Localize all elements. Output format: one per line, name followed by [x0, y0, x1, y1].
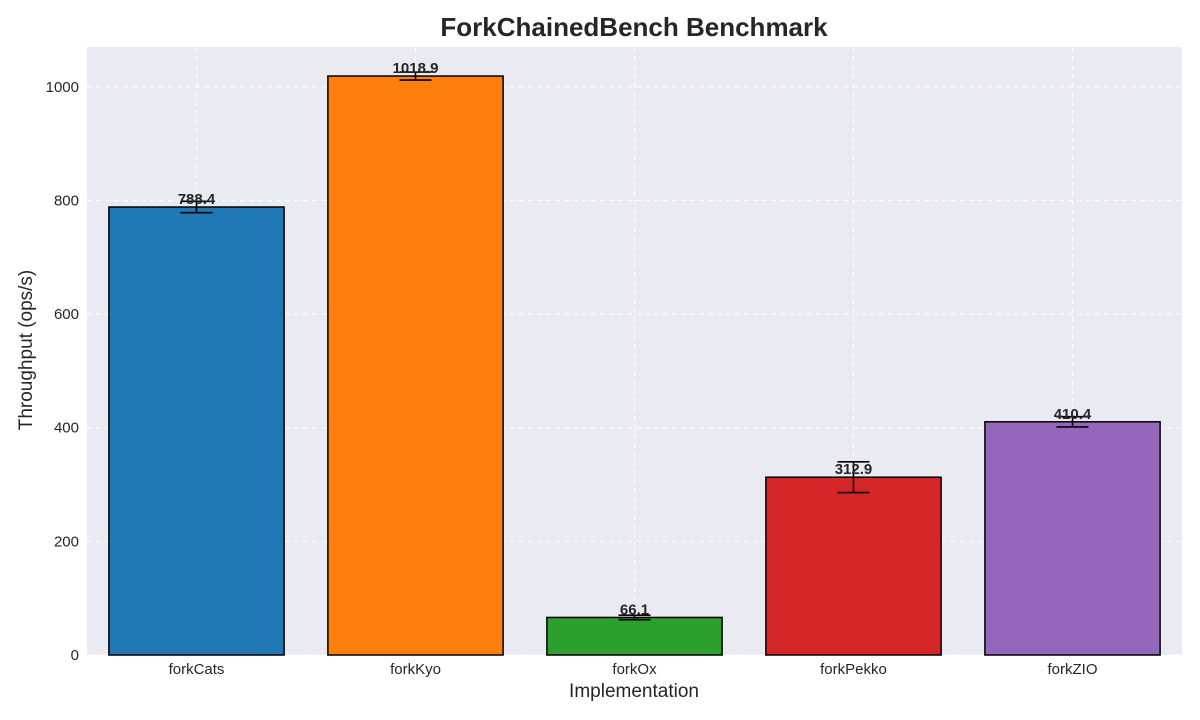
- y-tick-label: 800: [54, 192, 79, 209]
- x-tick-labels: forkCats forkKyo forkOx forkPekko forkZIO: [169, 661, 1098, 678]
- x-axis-label: Implementation: [569, 681, 699, 702]
- x-tick-label: forkCats: [169, 661, 225, 678]
- bar-forkZIO: [984, 421, 1161, 656]
- error-bars-group: [180, 71, 1089, 621]
- bar-forkOx: [546, 616, 723, 656]
- bars-group: [108, 75, 1161, 656]
- y-tick-label: 1000: [46, 79, 79, 96]
- y-tick-label: 0: [71, 647, 79, 664]
- y-tick-label: 400: [54, 420, 79, 437]
- chart-title: ForkChainedBench Benchmark: [440, 12, 828, 42]
- x-tick-label: forkZIO: [1047, 661, 1097, 678]
- y-tick-label: 600: [54, 306, 79, 323]
- bar-forkPekko: [765, 476, 942, 656]
- y-tick-labels: 0 200 400 600 800 1000: [46, 79, 79, 664]
- value-label-forkPekko: 312.9: [835, 461, 873, 478]
- x-tick-label: forkOx: [612, 661, 657, 678]
- value-label-forkKyo: 1018.9: [393, 60, 439, 77]
- x-tick-label: forkPekko: [820, 661, 887, 678]
- value-label-forkCats: 788.4: [178, 191, 216, 208]
- value-labels-group: 788.4 1018.9 66.1 312.9 410.4: [178, 60, 1092, 618]
- bar-forkCats: [108, 206, 285, 656]
- value-label-forkZIO: 410.4: [1054, 406, 1092, 423]
- value-label-forkOx: 66.1: [620, 601, 649, 618]
- y-tick-label: 200: [54, 533, 79, 550]
- y-axis-label: Throughput (ops/s): [16, 270, 37, 431]
- x-tick-label: forkKyo: [390, 661, 441, 678]
- bar-forkKyo: [327, 75, 504, 656]
